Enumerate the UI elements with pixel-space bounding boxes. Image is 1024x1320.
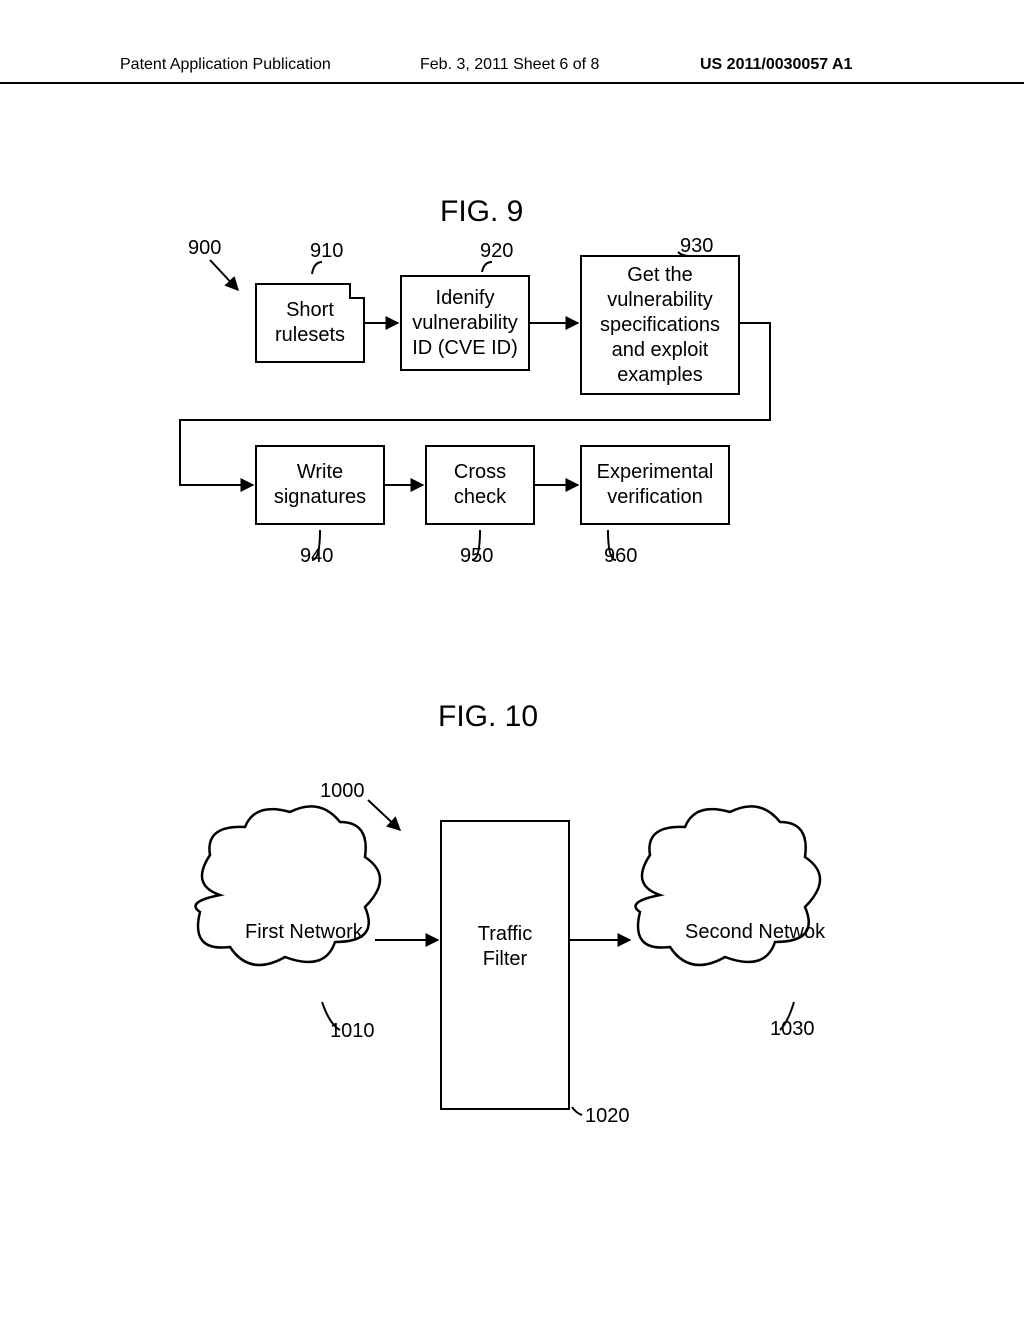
ref-1030: 1030 (770, 1018, 815, 1041)
cloud2-label: Second Netwok (685, 920, 775, 945)
fig10-title: FIG. 10 (438, 700, 538, 734)
box-960: Experimental verification (580, 445, 730, 525)
header-left: Patent Application Publication (120, 56, 331, 74)
ref-920: 920 (480, 240, 513, 263)
traffic-filter-label: Traffic Filter (478, 922, 532, 972)
page: Patent Application Publication Feb. 3, 2… (0, 0, 1024, 1320)
fig10-ref-overall: 1000 (320, 780, 365, 803)
header-right: US 2011/0030057 A1 (700, 56, 852, 74)
ref-910: 910 (310, 240, 343, 263)
header-rule: Patent Application Publication Feb. 3, 2… (0, 82, 1024, 84)
box-960-label: Experimental verification (597, 460, 714, 510)
header-center: Feb. 3, 2011 Sheet 6 of 8 (420, 56, 599, 74)
ref-1010: 1010 (330, 1020, 375, 1043)
ref-950: 950 (460, 545, 493, 568)
box-930: Get the vulnerability specifications and… (580, 255, 740, 395)
ref-940: 940 (300, 545, 333, 568)
ref-960: 960 (604, 545, 637, 568)
box-940-label: Write signatures (274, 460, 366, 510)
box-950: Cross check (425, 445, 535, 525)
doc-corner-icon (349, 283, 365, 299)
box-950-label: Cross check (454, 460, 506, 510)
ref-1020: 1020 (585, 1105, 630, 1128)
box-930-label: Get the vulnerability specifications and… (600, 263, 720, 388)
box-920: Idenify vulnerability ID (CVE ID) (400, 275, 530, 371)
cloud1-label: First Network (245, 920, 335, 945)
box-940: Write signatures (255, 445, 385, 525)
box-910-label: Short rulesets (275, 298, 345, 348)
box-920-label: Idenify vulnerability ID (CVE ID) (412, 286, 518, 361)
fig9-ref-overall: 900 (188, 237, 221, 260)
fig9-title: FIG. 9 (440, 195, 523, 229)
box-910: Short rulesets (255, 283, 365, 363)
box-traffic-filter: Traffic Filter (440, 820, 570, 1110)
